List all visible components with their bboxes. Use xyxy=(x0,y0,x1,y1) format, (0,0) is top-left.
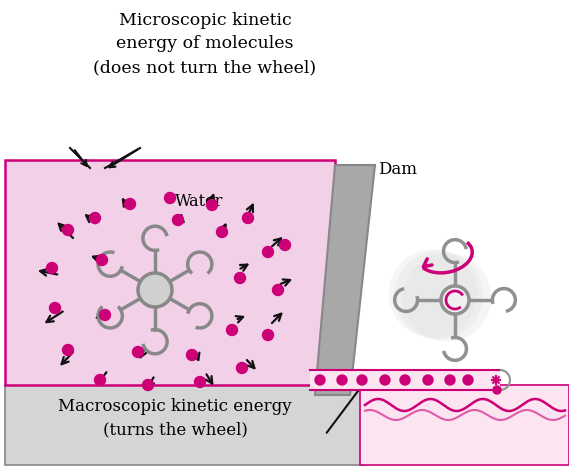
Circle shape xyxy=(187,350,197,360)
Polygon shape xyxy=(315,165,375,395)
Circle shape xyxy=(357,375,367,385)
Circle shape xyxy=(226,324,237,336)
Circle shape xyxy=(50,302,60,314)
Circle shape xyxy=(47,263,57,273)
Circle shape xyxy=(273,285,283,295)
Circle shape xyxy=(125,198,135,210)
Bar xyxy=(5,160,335,385)
Text: Microscopic kinetic
energy of molecules
(does not turn the wheel): Microscopic kinetic energy of molecules … xyxy=(93,12,316,76)
Circle shape xyxy=(493,386,501,394)
Circle shape xyxy=(463,375,473,385)
Circle shape xyxy=(207,199,217,211)
Circle shape xyxy=(262,329,274,341)
Circle shape xyxy=(63,225,73,235)
Circle shape xyxy=(89,212,101,224)
Circle shape xyxy=(380,375,390,385)
Circle shape xyxy=(195,376,205,388)
Circle shape xyxy=(172,214,183,226)
Circle shape xyxy=(262,247,274,257)
Circle shape xyxy=(403,253,491,342)
Bar xyxy=(310,370,500,390)
Circle shape xyxy=(164,192,175,204)
Bar xyxy=(5,385,365,465)
Circle shape xyxy=(94,374,105,386)
Circle shape xyxy=(100,309,110,321)
Circle shape xyxy=(216,227,228,237)
Circle shape xyxy=(400,375,410,385)
Circle shape xyxy=(138,273,172,307)
Circle shape xyxy=(279,240,291,250)
Circle shape xyxy=(234,272,245,284)
Text: Dam: Dam xyxy=(378,161,417,178)
Circle shape xyxy=(337,375,347,385)
Text: Macroscopic kinetic energy
(turns the wheel): Macroscopic kinetic energy (turns the wh… xyxy=(58,398,292,438)
Circle shape xyxy=(63,344,73,356)
Circle shape xyxy=(423,375,433,385)
Circle shape xyxy=(445,375,455,385)
Circle shape xyxy=(242,212,254,224)
Bar xyxy=(360,385,569,465)
Circle shape xyxy=(395,251,483,339)
Circle shape xyxy=(315,375,325,385)
Circle shape xyxy=(441,286,469,314)
Circle shape xyxy=(142,380,154,390)
Circle shape xyxy=(97,255,108,265)
Circle shape xyxy=(133,346,143,358)
Circle shape xyxy=(389,249,477,337)
Circle shape xyxy=(237,363,248,373)
Text: Water: Water xyxy=(175,193,224,211)
